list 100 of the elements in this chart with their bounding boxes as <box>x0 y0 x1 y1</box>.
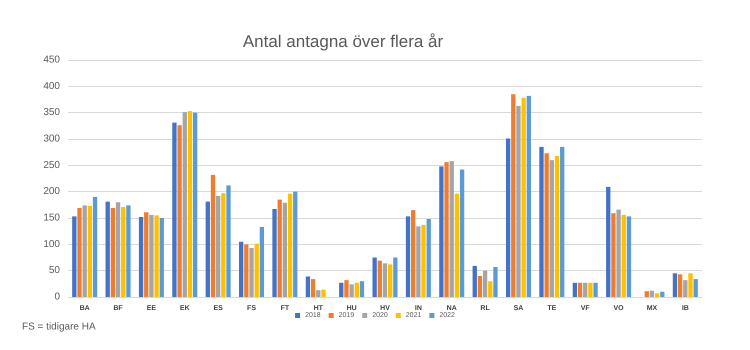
bar <box>138 216 144 297</box>
bar <box>493 266 498 297</box>
bar <box>454 194 460 297</box>
bar <box>188 111 192 297</box>
bar <box>688 273 693 297</box>
bar <box>626 216 632 297</box>
bar <box>339 282 344 297</box>
bar <box>678 274 682 297</box>
bar <box>550 160 554 297</box>
bar <box>672 273 678 297</box>
bar <box>221 193 226 297</box>
bar <box>654 293 660 297</box>
bar <box>482 270 488 297</box>
bar <box>278 200 282 297</box>
bar <box>316 290 320 297</box>
bar <box>344 280 349 297</box>
chart-title: Antal antagna över flera år <box>242 32 444 51</box>
bar <box>393 258 398 297</box>
bar <box>92 196 98 297</box>
bar <box>182 112 187 297</box>
bar <box>244 244 249 297</box>
bar <box>593 282 598 297</box>
bar <box>521 98 526 297</box>
bar <box>206 202 210 297</box>
text: FS = tidigare HA <box>22 322 96 332</box>
bar <box>588 282 593 297</box>
bar <box>421 224 426 297</box>
bar <box>177 125 182 297</box>
bar <box>478 276 482 297</box>
y-tick-label: 0 <box>54 292 60 302</box>
bar <box>622 214 626 297</box>
y-tick-label: 250 <box>43 160 60 171</box>
bar <box>349 284 354 297</box>
bar <box>378 260 382 297</box>
bar <box>239 242 244 297</box>
y-tick-label: 50 <box>48 265 60 276</box>
bar <box>144 212 148 297</box>
bar <box>106 202 110 297</box>
bar <box>154 215 159 297</box>
bar <box>360 281 364 297</box>
bar <box>450 161 454 297</box>
bar <box>216 196 220 297</box>
bar <box>310 279 316 297</box>
bar <box>554 156 560 297</box>
bar <box>444 162 449 297</box>
bar <box>606 186 610 297</box>
bar <box>372 258 377 297</box>
bar <box>293 192 298 297</box>
bar <box>82 205 87 297</box>
bar <box>388 264 392 297</box>
y-tick-label: 400 <box>43 80 60 92</box>
bar <box>616 210 621 297</box>
bar <box>526 96 531 297</box>
y-tick-label: 200 <box>43 186 60 198</box>
bar <box>472 266 477 297</box>
bar <box>110 208 116 297</box>
bar <box>439 166 444 297</box>
bar <box>411 210 416 297</box>
bar <box>611 213 616 297</box>
bar <box>516 106 521 297</box>
bar <box>260 226 264 297</box>
y-tick-label: 450 <box>43 54 60 66</box>
bar <box>72 216 76 297</box>
bar <box>406 216 410 297</box>
bar <box>506 138 510 297</box>
bar <box>192 112 198 297</box>
bar <box>160 218 164 297</box>
bar <box>121 206 126 297</box>
bar <box>426 219 431 297</box>
bar <box>226 185 231 297</box>
y-tick-label: 100 <box>43 238 60 250</box>
bar <box>544 153 549 297</box>
bar <box>572 282 578 297</box>
bar <box>126 205 131 297</box>
y-tick-label: 300 <box>43 134 60 144</box>
bar <box>77 208 82 297</box>
bar <box>382 263 388 297</box>
y-tick-label: 150 <box>43 212 60 224</box>
bar <box>560 146 564 297</box>
bar <box>149 214 154 297</box>
bar <box>254 244 259 297</box>
bar <box>116 202 120 297</box>
bar <box>249 248 254 297</box>
bar <box>650 290 654 297</box>
bar <box>210 174 216 297</box>
bar <box>539 146 544 297</box>
bar <box>578 282 582 297</box>
bar <box>288 194 292 297</box>
bar <box>511 94 516 297</box>
bar <box>306 276 310 297</box>
bar <box>354 282 359 297</box>
bar <box>272 209 277 297</box>
bar <box>644 291 649 297</box>
bar <box>416 226 421 297</box>
bar <box>88 206 92 297</box>
bar <box>488 281 492 297</box>
bar <box>660 292 664 297</box>
bar <box>694 279 698 297</box>
bar <box>460 170 464 297</box>
y-tick-label: 350 <box>43 107 60 118</box>
